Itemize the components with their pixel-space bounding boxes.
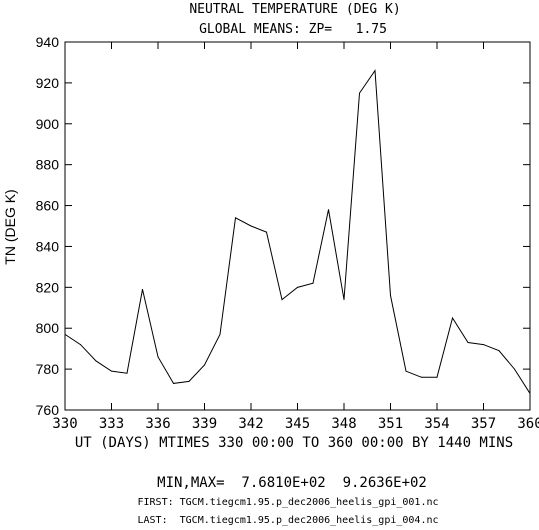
y-tick-label: 880 <box>36 157 60 173</box>
y-tick-label: 920 <box>36 75 60 91</box>
y-tick-label: 760 <box>36 402 60 418</box>
data-point <box>374 70 376 72</box>
x-tick-label: 357 <box>471 416 496 432</box>
data-point <box>452 317 453 319</box>
chart-title: NEUTRAL TEMPERATURE (DEG K) <box>189 2 400 17</box>
y-tick-label: 860 <box>36 198 60 214</box>
data-point <box>281 299 283 301</box>
x-axis-label: UT (DAYS) MTIMES 330 00:00 TO 360 00:00 … <box>75 435 513 451</box>
min-max-summary: MIN,MAX= 7.6810E+02 9.2636E+02 <box>157 475 427 491</box>
data-point <box>204 364 205 366</box>
data-point <box>188 380 190 382</box>
y-axis-label: TN (DEG K) <box>2 189 18 264</box>
chart-subtitle: GLOBAL MEANS: ZP= 1.75 <box>199 22 387 37</box>
y-tick-label: 800 <box>36 320 60 336</box>
data-point <box>390 295 391 297</box>
data-point <box>328 209 329 211</box>
y-axis-ticks: 760 780 800 820 840 860 880 900 920 940 <box>36 34 530 418</box>
y-tick-label: 940 <box>36 34 60 50</box>
data-point <box>64 333 66 335</box>
x-tick-label: 342 <box>238 416 263 432</box>
footer-last-file: LAST: TGCM.tiegcm1.95.p_dec2006_heelis_g… <box>137 515 438 526</box>
data-point <box>250 225 252 227</box>
data-point <box>529 392 531 394</box>
y-tick-label: 780 <box>36 361 60 377</box>
data-point <box>436 376 438 378</box>
x-tick-label: 360 <box>517 416 539 432</box>
data-point <box>266 231 267 233</box>
x-tick-label: 351 <box>378 416 403 432</box>
y-tick-label: 840 <box>36 238 60 254</box>
data-point <box>157 356 159 358</box>
data-point <box>173 382 174 384</box>
x-tick-label: 330 <box>52 416 77 432</box>
data-point <box>235 217 236 219</box>
data-point <box>498 350 500 352</box>
data-points <box>64 70 531 394</box>
data-point <box>467 342 469 344</box>
data-point <box>312 282 314 284</box>
x-tick-label: 345 <box>285 416 310 432</box>
data-point <box>483 344 484 346</box>
temperature-series-line <box>64 69 531 394</box>
footer-first-file: FIRST: TGCM.tiegcm1.95.p_dec2006_heelis_… <box>137 497 438 508</box>
x-tick-label: 339 <box>192 416 217 432</box>
data-point <box>142 288 143 290</box>
data-point <box>126 372 128 374</box>
data-point <box>95 360 97 362</box>
data-point <box>219 333 221 335</box>
data-point <box>297 286 298 288</box>
data-point <box>405 370 407 372</box>
plot-frame <box>64 41 531 411</box>
x-tick-label: 354 <box>424 416 449 432</box>
x-tick-label: 348 <box>331 416 356 432</box>
data-point <box>359 92 360 94</box>
data-point <box>80 344 81 346</box>
y-tick-label: 820 <box>36 279 60 295</box>
data-point <box>421 376 422 378</box>
x-tick-label: 333 <box>99 416 124 432</box>
x-axis-ticks: 330 333 336 339 342 345 348 351 354 357 360 <box>52 42 539 432</box>
data-point <box>111 370 112 372</box>
data-point <box>514 368 515 370</box>
data-point <box>343 299 345 301</box>
y-tick-label: 900 <box>36 116 60 132</box>
x-tick-label: 336 <box>145 416 170 432</box>
